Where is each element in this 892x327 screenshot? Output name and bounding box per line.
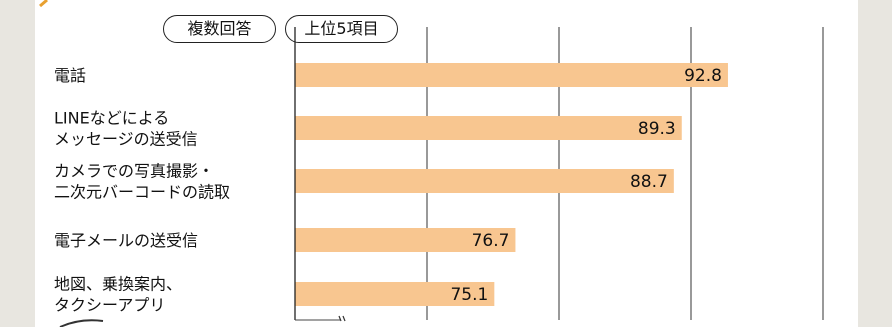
bar-value-label: 92.8 <box>684 66 722 86</box>
bar <box>295 282 495 306</box>
chart-card: 複数回答 上位5項目 92.8 電話 89.3 LINEなどによるメッセージの送受信 8… <box>35 0 858 327</box>
category-label: カメラでの写真撮影・ <box>54 162 214 181</box>
category-label: メッセージの送受信 <box>54 130 198 149</box>
bar <box>295 116 682 140</box>
category-label: 電話 <box>54 66 86 85</box>
bar <box>295 169 674 193</box>
axis-break-mark <box>338 315 346 322</box>
bar-value-label: 89.3 <box>638 119 676 139</box>
bar <box>295 228 516 252</box>
bar-value-label: 76.7 <box>472 231 510 251</box>
multiple-answer-tag: 複数回答 <box>163 15 276 43</box>
category-label: タクシーアプリ <box>54 296 165 315</box>
top-5-items-tag: 上位5項目 <box>285 15 398 43</box>
bar <box>295 63 728 87</box>
category-label: 電子メールの送受信 <box>54 231 198 250</box>
category-label: 二次元バーコードの読取 <box>54 183 230 202</box>
bar-value-label: 88.7 <box>630 172 668 192</box>
bar-value-label: 75.1 <box>450 285 488 305</box>
decorative-accent <box>39 0 48 8</box>
decorative-curve <box>59 319 104 327</box>
category-label: 地図、乗換案内、 <box>54 275 182 294</box>
category-label: LINEなどによる <box>54 109 169 128</box>
